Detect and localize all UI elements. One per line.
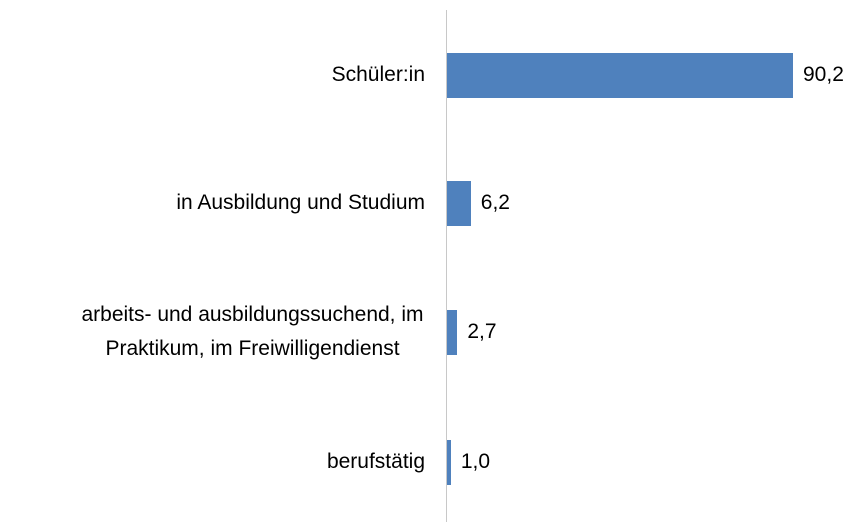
category-text: Schüler:in (331, 63, 425, 87)
data-label: 2,7 (467, 320, 497, 343)
category-axis (446, 10, 447, 522)
data-label: 6,2 (480, 191, 510, 214)
bar (447, 180, 471, 226)
data-label: 1,0 (460, 450, 491, 473)
category-text: arbeits- und ausbildungssuchend, im Prak… (81, 303, 424, 360)
bar (447, 439, 451, 485)
bar (447, 309, 458, 355)
category-text: berufstätig (326, 450, 425, 474)
category-label: Schüler:in (332, 15, 425, 135)
data-label: 90,2 (803, 63, 844, 86)
category-label: in Ausbildung und Studium (176, 143, 425, 263)
category-label: berufstätig (327, 402, 425, 522)
bar (447, 52, 793, 98)
category-text: in Ausbildung und Studium (176, 191, 425, 215)
category-label: arbeits- und ausbildungssuchend, im Prak… (80, 272, 425, 392)
